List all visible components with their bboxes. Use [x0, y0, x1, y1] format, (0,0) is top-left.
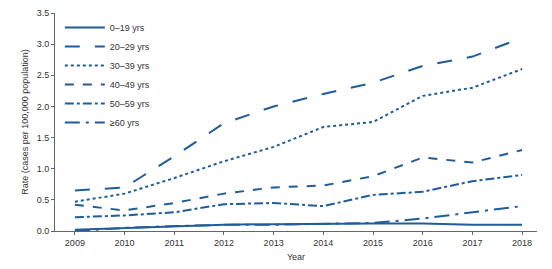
svg-text:20–29 yrs: 20–29 yrs	[110, 42, 150, 52]
svg-text:2.5: 2.5	[37, 70, 50, 80]
svg-text:1.5: 1.5	[37, 133, 50, 143]
svg-text:30–39 yrs: 30–39 yrs	[110, 61, 150, 71]
svg-text:3.0: 3.0	[37, 39, 50, 49]
svg-text:1.0: 1.0	[37, 164, 50, 174]
svg-text:2012: 2012	[214, 238, 234, 248]
svg-text:2014: 2014	[313, 238, 333, 248]
svg-text:2009: 2009	[65, 238, 85, 248]
svg-text:Rate (cases per 100,000 popula: Rate (cases per 100,000 population)	[20, 49, 30, 195]
svg-text:≥60 yrs: ≥60 yrs	[110, 118, 140, 128]
svg-text:0–19 yrs: 0–19 yrs	[110, 23, 145, 33]
svg-text:40–49 yrs: 40–49 yrs	[110, 80, 150, 90]
svg-text:0.0: 0.0	[37, 226, 50, 236]
svg-text:50–59 yrs: 50–59 yrs	[110, 99, 150, 109]
svg-text:3.5: 3.5	[37, 8, 50, 18]
svg-text:2018: 2018	[512, 238, 532, 248]
svg-text:2016: 2016	[413, 238, 433, 248]
svg-text:2.0: 2.0	[37, 102, 50, 112]
svg-text:2013: 2013	[264, 238, 284, 248]
svg-text:0.5: 0.5	[37, 195, 50, 205]
svg-text:2010: 2010	[115, 238, 135, 248]
svg-text:2011: 2011	[165, 238, 184, 248]
svg-text:Year: Year	[287, 252, 305, 262]
svg-text:2017: 2017	[462, 238, 482, 248]
svg-text:2015: 2015	[363, 238, 383, 248]
